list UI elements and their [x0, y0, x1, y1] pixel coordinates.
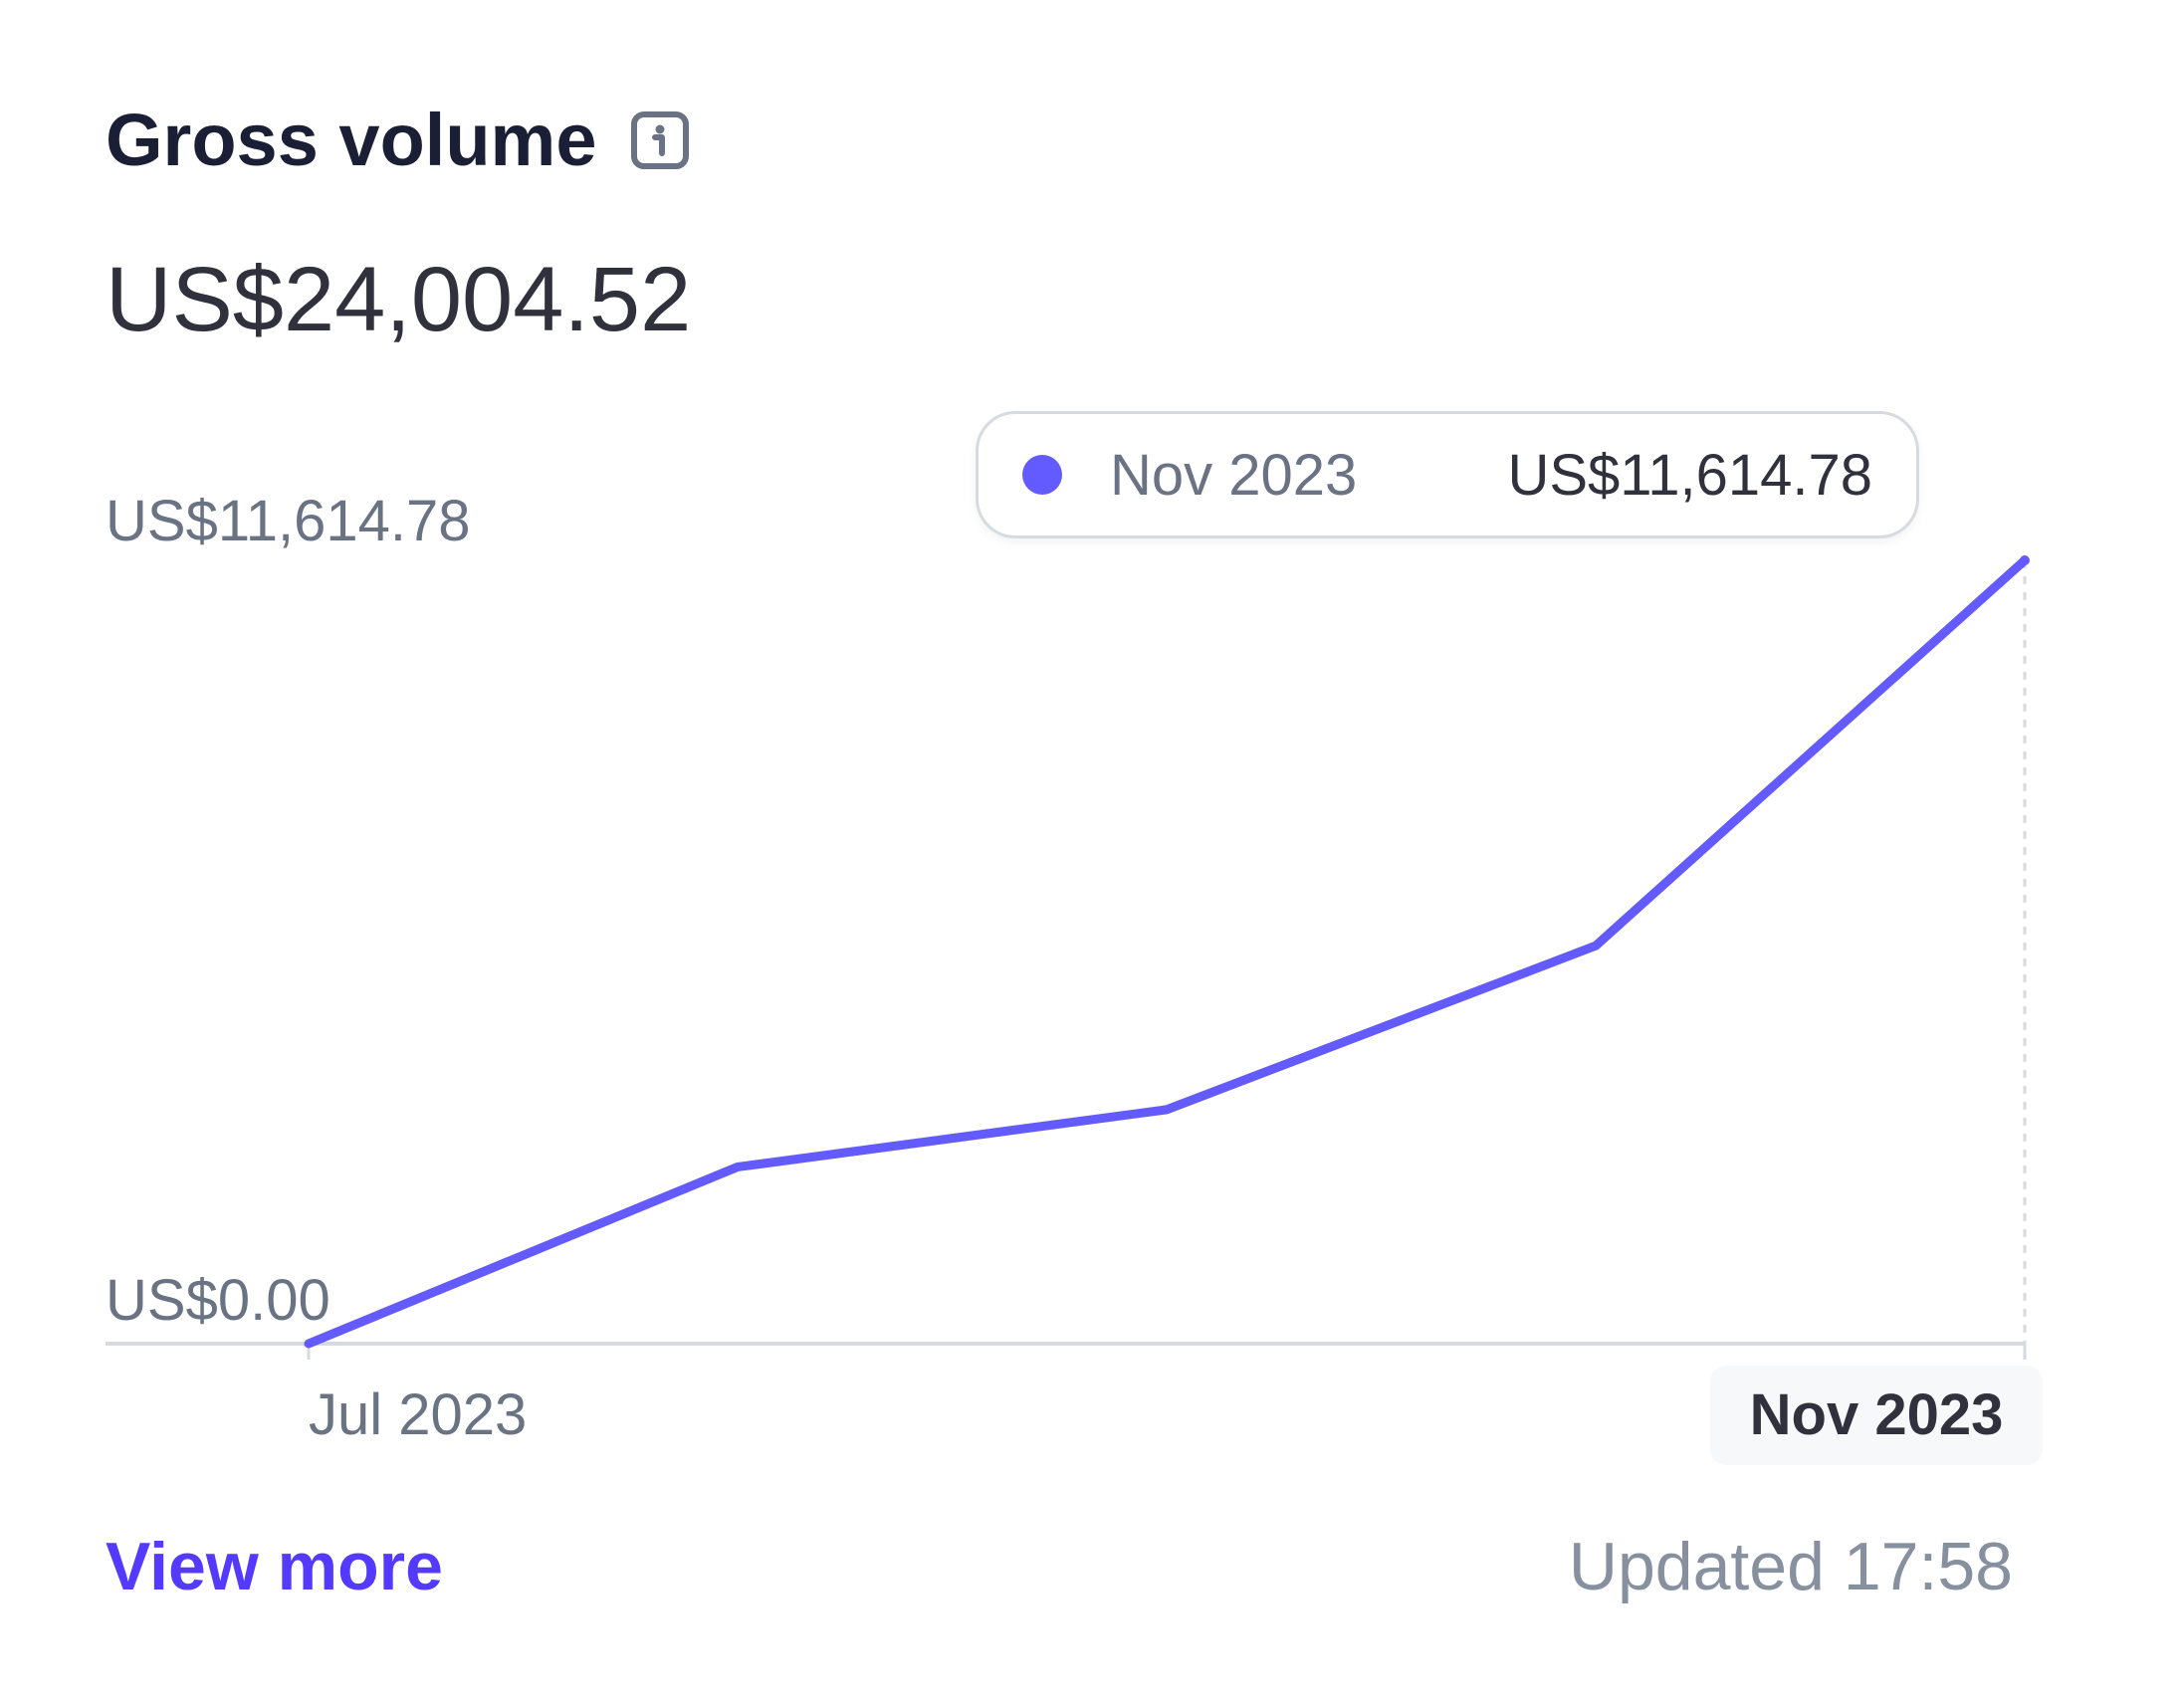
- data-point[interactable]: [305, 1340, 313, 1348]
- data-point[interactable]: [1592, 942, 1600, 951]
- tooltip-value: US$11,614.78: [1507, 442, 1872, 508]
- total-amount: US$24,004.52: [106, 249, 692, 350]
- view-more-link[interactable]: View more: [106, 1529, 443, 1604]
- data-point[interactable]: [734, 1163, 742, 1171]
- card-title: Gross volume: [106, 99, 597, 181]
- series-line: [304, 555, 2030, 1349]
- x-axis-start-label: Jul 2023: [309, 1382, 528, 1447]
- y-axis-max-label: US$11,614.78: [106, 489, 471, 553]
- data-point[interactable]: [2020, 555, 2030, 565]
- x-axis-end-label: Nov 2023: [1710, 1366, 2043, 1465]
- series-points: [305, 555, 2030, 1348]
- card-header: Gross volume: [106, 104, 689, 177]
- info-icon[interactable]: [630, 111, 689, 169]
- tooltip-period: Nov 2023: [1110, 442, 1358, 508]
- y-axis-min-label: US$0.00: [106, 1268, 330, 1333]
- updated-timestamp: Updated 17:58: [1568, 1529, 2013, 1604]
- chart-tooltip: Nov 2023 US$11,614.78: [976, 411, 1919, 538]
- data-point[interactable]: [1163, 1105, 1171, 1114]
- series-color-dot: [1022, 455, 1062, 495]
